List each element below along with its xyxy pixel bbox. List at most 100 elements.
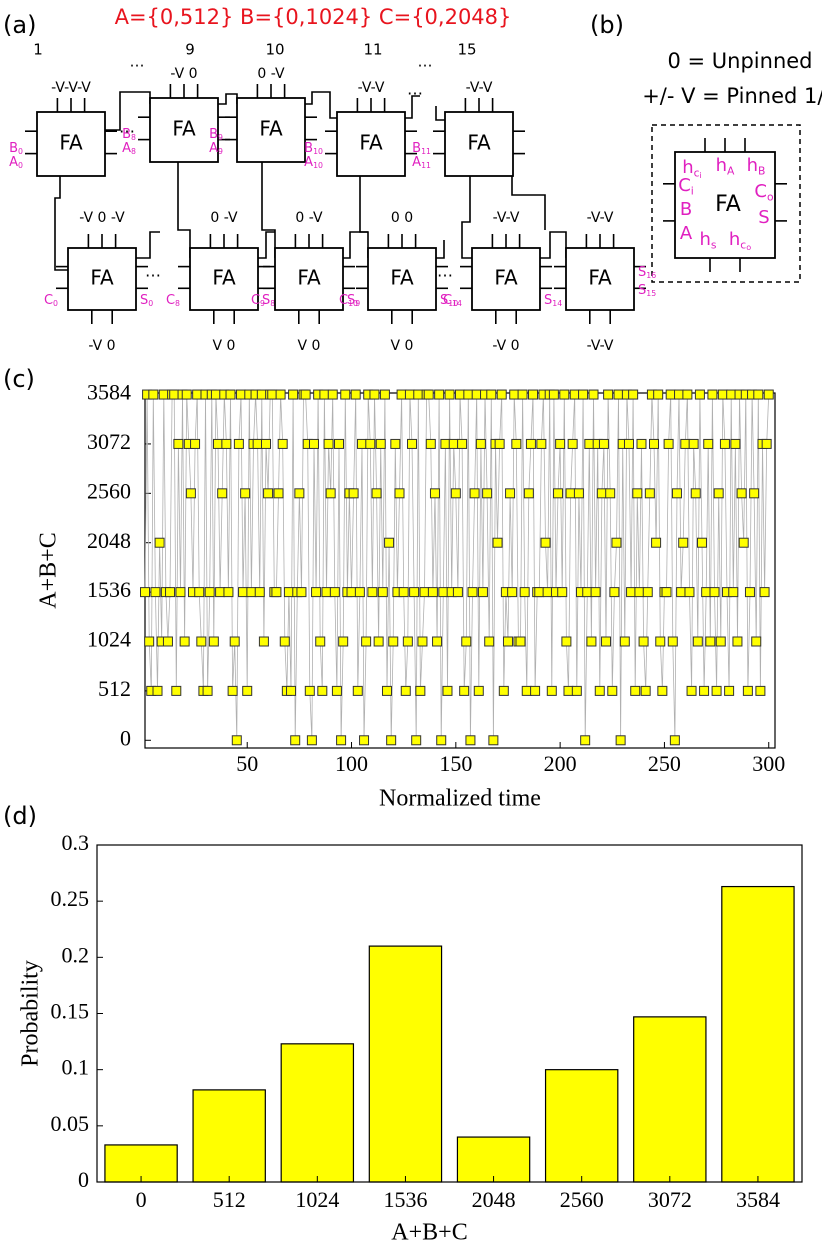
bar: [368, 945, 443, 1183]
marker: [286, 685, 297, 696]
sum-label: S10: [440, 293, 458, 308]
marker: [563, 685, 574, 696]
marker: [676, 587, 687, 598]
input-label: A9: [209, 141, 223, 156]
input-label: A10: [304, 155, 323, 170]
marker: [196, 636, 207, 647]
marker: [381, 685, 392, 696]
marker: [657, 685, 668, 696]
marker: [699, 685, 710, 696]
marker: [463, 389, 474, 400]
marker: [636, 438, 647, 449]
dashed-frame: [651, 124, 801, 283]
marker: [642, 587, 653, 598]
pin-label: 0 -V: [257, 66, 285, 82]
marker: [425, 438, 436, 449]
pin-label: -V 0: [170, 66, 197, 82]
pin-name: hco: [729, 229, 751, 252]
marker: [726, 389, 737, 400]
ellipsis: …: [437, 262, 453, 281]
label-main: C: [339, 293, 348, 308]
label-main: S: [638, 265, 646, 280]
label-sub: i: [700, 170, 702, 180]
x-axis-label: Normalized time: [379, 786, 541, 812]
label-sub: 16: [646, 271, 656, 280]
label-main: S: [440, 293, 448, 308]
marker: [140, 587, 150, 598]
fa-box: [565, 247, 635, 311]
fa-label: FA: [715, 192, 741, 217]
marker: [223, 587, 234, 598]
marker: [634, 587, 645, 598]
marker: [235, 389, 246, 400]
marker: [256, 389, 267, 400]
label-main: B: [9, 141, 18, 156]
marker: [703, 438, 714, 449]
marker: [190, 438, 201, 449]
marker: [761, 438, 772, 449]
marker: [623, 438, 634, 449]
marker: [221, 438, 232, 449]
fa-box: [67, 247, 137, 311]
fa-box: [674, 151, 776, 259]
label-sub: 11: [421, 147, 431, 156]
x-tick-label: 1024: [295, 1187, 339, 1212]
marker: [530, 685, 541, 696]
marker: [682, 389, 693, 400]
marker: [715, 636, 726, 647]
label-sub: 10: [348, 299, 358, 308]
bar: [544, 1069, 619, 1183]
marker: [436, 735, 447, 746]
sum-label: S9: [347, 293, 360, 308]
marker: [165, 587, 176, 598]
pin-label: -V-V: [358, 80, 385, 96]
x-tick-label: 200: [544, 751, 577, 776]
input-label: A8: [122, 141, 136, 156]
marker: [509, 389, 520, 400]
marker: [494, 438, 505, 449]
marker: [607, 685, 618, 696]
marker: [517, 389, 528, 400]
input-label: B11: [412, 141, 431, 156]
marker: [375, 438, 386, 449]
marker: [661, 587, 672, 598]
marker: [154, 537, 165, 548]
marker: [461, 636, 472, 647]
ellipsis: …: [145, 262, 161, 281]
fa-label: FA: [390, 266, 414, 290]
marker: [694, 389, 705, 400]
label-sub: 9: [218, 133, 223, 142]
marker: [329, 587, 340, 598]
label-sub: 0: [53, 299, 58, 308]
marker: [365, 438, 376, 449]
sum-label: S14: [544, 293, 562, 308]
wire: [177, 162, 191, 258]
marker: [471, 389, 482, 400]
label-sub: i: [691, 184, 694, 197]
x-tick-label: 3072: [648, 1187, 692, 1212]
marker: [628, 389, 639, 400]
marker: [486, 389, 497, 400]
marker: [598, 438, 609, 449]
marker: [569, 389, 580, 400]
marker: [246, 587, 257, 598]
marker: [288, 389, 299, 400]
panel-title: A={0,512} B={0,1024} C={0,2048}: [115, 5, 512, 29]
input-label: B8: [122, 127, 136, 142]
label-main: A: [412, 155, 421, 170]
marker: [584, 438, 595, 449]
marker: [450, 488, 461, 499]
label-main: C: [251, 293, 260, 308]
pin-name: Ci: [678, 175, 694, 197]
carry-label: C14: [443, 293, 462, 308]
y-tick-label: 1024: [87, 627, 131, 652]
marker: [477, 587, 488, 598]
x-tick-label: 50: [236, 751, 258, 776]
marker: [444, 389, 455, 400]
marker: [663, 438, 674, 449]
fa-box: [444, 111, 514, 177]
marker: [354, 587, 365, 598]
marker: [573, 488, 584, 499]
marker: [434, 389, 445, 400]
marker: [502, 636, 513, 647]
